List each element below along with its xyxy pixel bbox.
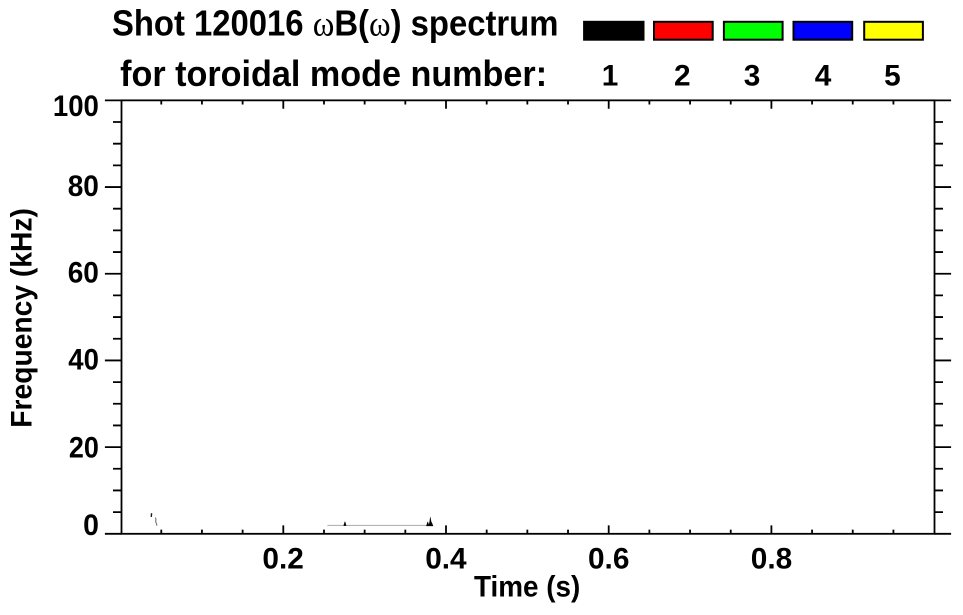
svg-text:100: 100 [53,90,99,123]
svg-text:0: 0 [83,509,99,542]
svg-text:5: 5 [884,59,901,92]
svg-text:0.8: 0.8 [751,542,792,575]
svg-text:Time (s): Time (s) [474,571,580,604]
svg-text:0.6: 0.6 [588,542,629,575]
svg-text:4: 4 [815,59,832,92]
svg-text:1: 1 [602,59,619,92]
svg-text:3: 3 [744,59,761,92]
svg-text:20: 20 [69,431,99,464]
svg-text:2: 2 [674,59,691,92]
svg-text:80: 80 [68,170,99,203]
svg-text:0.2: 0.2 [262,542,303,575]
svg-text:40: 40 [68,344,99,377]
svg-text:60: 60 [68,257,99,290]
svg-text:for toroidal mode number:: for toroidal mode number: [120,54,547,94]
svg-text:Shot 120016 ωB(ω) spectrum: Shot 120016 ωB(ω) spectrum [112,3,559,43]
svg-text:Frequency (kHz): Frequency (kHz) [6,208,39,428]
svg-text:0.4: 0.4 [425,542,467,575]
